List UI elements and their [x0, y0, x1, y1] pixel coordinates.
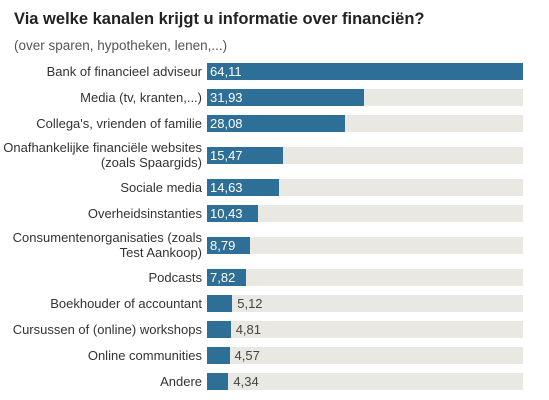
value-label: 31,93: [210, 89, 243, 105]
value-label: 5,12: [237, 295, 263, 311]
bar: [207, 178, 280, 196]
bar-row: Podcasts 7,82: [0, 264, 549, 290]
bar-row: Sociale media 14,63: [0, 174, 549, 200]
value-label: 64,11: [210, 63, 242, 79]
category-label: Online communities: [87, 347, 202, 363]
category-label: Podcasts: [148, 269, 202, 285]
bar-row: Overheidsinstanties 10,43: [0, 200, 549, 226]
bar-row: Bank of financieel adviseur 64,11: [0, 58, 549, 84]
bar: [207, 294, 233, 312]
category-label: Andere: [160, 373, 202, 389]
chart-subtitle: (over sparen, hypotheken, lenen,...): [14, 38, 228, 53]
category-label: Collega's, vrienden of familie: [36, 115, 202, 131]
bar-row: Online communities 4,57: [0, 342, 549, 368]
bar: [207, 236, 251, 254]
bar-track: 4,57: [207, 346, 523, 364]
value-label: 15,47: [210, 147, 243, 163]
category-label: Media (tv, kranten,...): [80, 89, 202, 105]
bar-track: 28,08: [207, 114, 523, 132]
category-label: Sociale media: [120, 179, 202, 195]
value-label: 7,82: [210, 269, 236, 285]
bar-row: Onafhankelijke financiële websites (zoal…: [0, 136, 549, 174]
bar-row: Boekhouder of accountant 5,12: [0, 290, 549, 316]
value-label: 8,79: [210, 237, 236, 253]
bar-track: 4,81: [207, 320, 523, 338]
value-label: 4,81: [235, 321, 262, 337]
bar-row: Cursussen of (online) workshops 4,81: [0, 316, 549, 342]
bar-track: 7,82: [207, 268, 523, 286]
bar: [207, 114, 346, 132]
bar: [207, 204, 259, 222]
bar-track: 15,47: [207, 146, 523, 164]
bar-row: Media (tv, kranten,...) 31,93: [0, 84, 549, 110]
bar: [207, 62, 523, 80]
category-label: Cursussen of (online) workshops: [12, 321, 202, 337]
category-label: Consumentenorganisaties (zoals Test Aank…: [12, 230, 202, 260]
bar: [207, 372, 229, 390]
bar-track: 10,43: [207, 204, 523, 222]
bar-track: 14,63: [207, 178, 523, 196]
value-label: 4,57: [234, 347, 260, 363]
category-label: Bank of financieel adviseur: [46, 63, 202, 79]
category-label: Overheidsinstanties: [87, 205, 202, 221]
bar: [207, 320, 231, 338]
bar-rows: Bank of financieel adviseur 64,11 Media (t…: [0, 58, 549, 394]
category-label: Onafhankelijke financiële websites (zoal…: [3, 140, 202, 170]
bar-track: 8,79: [207, 236, 523, 254]
bar-track: 5,12: [207, 294, 523, 312]
bar-track: 31,93: [207, 88, 523, 106]
value-label: 28,08: [210, 115, 243, 131]
bar-row: Andere 4,34: [0, 368, 549, 394]
value-label: 14,63: [210, 179, 243, 195]
bar-track: 4,34: [207, 372, 523, 390]
chart-title: Via welke kanalen krijgt u informatie ov…: [14, 10, 425, 28]
bar: [207, 268, 246, 286]
bar-track: 64,11: [207, 62, 523, 80]
bar: [207, 346, 230, 364]
bar: [207, 88, 365, 106]
value-label: 4,34: [233, 373, 259, 389]
category-label: Boekhouder of accountant: [50, 295, 202, 311]
bar-row: Collega's, vrienden of familie 28,08: [0, 110, 549, 136]
bar-row: Consumentenorganisaties (zoals Test Aank…: [0, 226, 549, 264]
value-label: 10,43: [210, 205, 243, 221]
bar: [207, 146, 284, 164]
